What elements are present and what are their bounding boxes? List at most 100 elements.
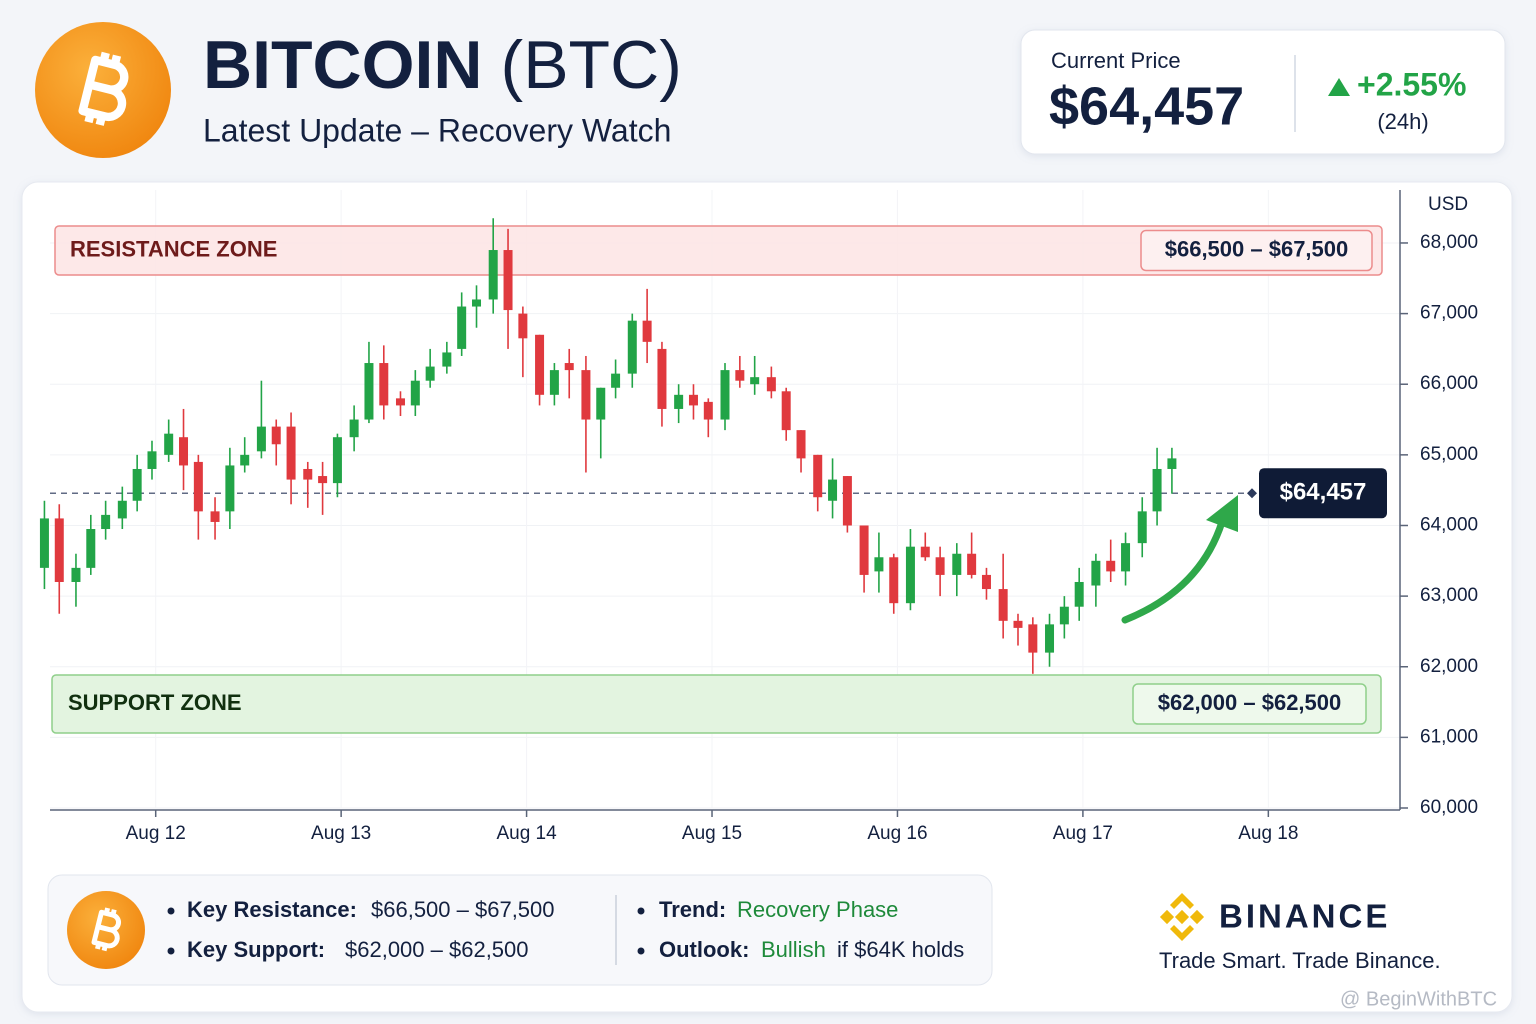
candle-body [132,468,142,501]
candle-body [796,430,806,459]
zone-range: $66,500 – $67,500 [1165,236,1349,261]
candle-body [54,518,64,582]
candle-body [395,398,405,406]
x-tick-label: Aug 14 [496,823,557,844]
candle-body [318,476,328,484]
y-tick-label: 68,000 [1420,232,1478,253]
candle-body [410,380,420,406]
candle-body [720,370,730,420]
y-tick-label: 62,000 [1420,656,1478,677]
candle-body [164,433,174,455]
candle-body [549,370,559,395]
candle-body [379,363,389,406]
bullet [637,947,645,955]
trend-value: Recovery Phase [737,897,898,922]
summary-card [47,874,993,986]
candle-body [1091,560,1101,586]
bullet [167,947,175,955]
current-price-box [1259,468,1387,519]
y-tick-label: 61,000 [1420,726,1478,747]
zone-label: SUPPORT ZONE [68,690,242,715]
resistance-value: $66,500 – $67,500 [371,897,555,922]
y-tick-label: 60,000 [1420,797,1478,818]
candle-body [1074,581,1084,607]
candle-body [813,454,823,498]
candle-body [1059,606,1069,625]
candle-body [905,546,915,604]
outlook-condition: if $64K holds [837,937,964,962]
candle-body [210,511,220,522]
change-period: (24h) [1377,109,1428,134]
plot: 60,000 61,000 62,000 63,000 64,000 65,000 66,0… [39,190,1478,844]
candle-body [859,525,869,575]
candle-body [674,394,684,409]
current-price-label: $64,457 [1280,479,1367,506]
y-tick-label: 63,000 [1420,585,1478,606]
candle-body [472,299,482,307]
price-label: Current Price [1051,48,1181,73]
candle-body [627,320,637,374]
candle-body [564,363,574,371]
candle-body [889,557,899,604]
candle-body [1152,468,1162,512]
candle-body [71,567,81,582]
candle-body [225,465,235,512]
candle-body [967,553,977,575]
candle-body [364,363,374,420]
zone-range: $62,000 – $62,500 [1158,690,1342,715]
candle-body [1028,624,1038,653]
ticker: (BTC) [501,27,682,103]
candle-body [781,391,791,431]
candle-body [750,377,760,385]
candle-body [442,352,452,367]
y-tick-label: 65,000 [1420,444,1478,465]
zone-band [51,674,1382,734]
bullet [637,907,645,915]
candle-body [874,557,884,572]
y-tick-label: 67,000 [1420,303,1478,324]
x-tick-label: Aug 13 [311,823,371,844]
watermark: @ BeginWithBTC [1340,988,1497,1010]
candle-body [117,500,127,519]
candle-body [735,370,745,381]
x-tick-label: Aug 12 [126,823,186,844]
outlook-label: Outlook: [659,937,749,962]
candle-body [86,529,96,568]
candle-body [518,313,528,339]
candle-body [286,426,296,480]
x-tick-label: Aug 16 [867,823,927,844]
resistance-label: Key Resistance: [187,897,357,922]
subtitle: Latest Update – Recovery Watch [203,112,671,148]
candle-body [193,461,203,512]
trend-arrow-head [1206,495,1238,532]
binance-logo [1159,893,1205,941]
x-tick-label: Aug 15 [682,823,742,844]
price-card [1020,29,1506,155]
candle-body [256,426,266,452]
x-tick-label: Aug 18 [1238,823,1298,844]
support-label: Key Support: [187,937,325,962]
candle-body [935,557,945,575]
candle-body [147,451,157,469]
candle-body [503,250,513,311]
y-axis-label: USD [1428,194,1468,215]
candle-body [179,437,189,466]
chart-card [21,181,1513,1013]
candle-body [657,348,667,409]
current-price: $64,457 [1049,76,1244,136]
candle-body [303,468,313,480]
bullet [167,907,175,915]
header-title: BITCOIN (BTC) [203,27,682,103]
candle-body [1013,620,1023,628]
candle-body [842,476,852,526]
candle-body [1167,458,1177,469]
candle-body [581,370,591,420]
candle-body [998,589,1008,621]
candle-body [981,574,991,590]
title: BITCOIN [203,27,483,103]
candle-body [1137,511,1147,544]
zone-label: RESISTANCE ZONE [70,236,277,261]
candle-body [457,306,467,349]
zone-range-box [1132,683,1367,725]
